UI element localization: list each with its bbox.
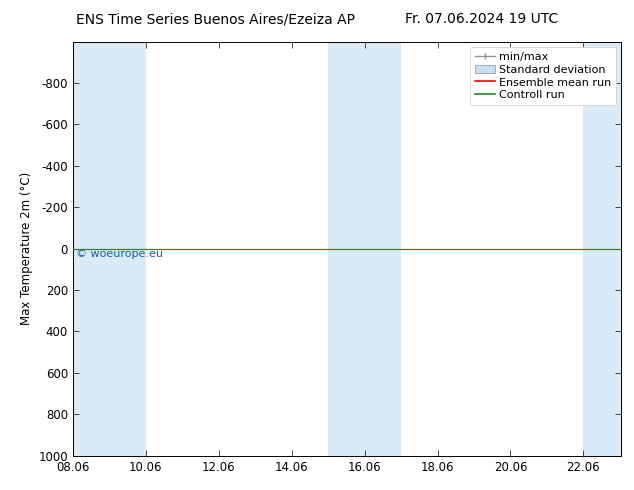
Bar: [328, 42, 365, 456]
Text: Fr. 07.06.2024 19 UTC: Fr. 07.06.2024 19 UTC: [405, 12, 559, 26]
Bar: [73, 42, 110, 456]
Bar: [110, 42, 146, 456]
Bar: [365, 42, 401, 456]
Legend: min/max, Standard deviation, Ensemble mean run, Controll run: min/max, Standard deviation, Ensemble me…: [470, 47, 616, 105]
Text: © woeurope.eu: © woeurope.eu: [75, 249, 163, 259]
Y-axis label: Max Temperature 2m (°C): Max Temperature 2m (°C): [20, 172, 33, 325]
Text: ENS Time Series Buenos Aires/Ezeiza AP: ENS Time Series Buenos Aires/Ezeiza AP: [76, 12, 355, 26]
Bar: [583, 42, 621, 456]
